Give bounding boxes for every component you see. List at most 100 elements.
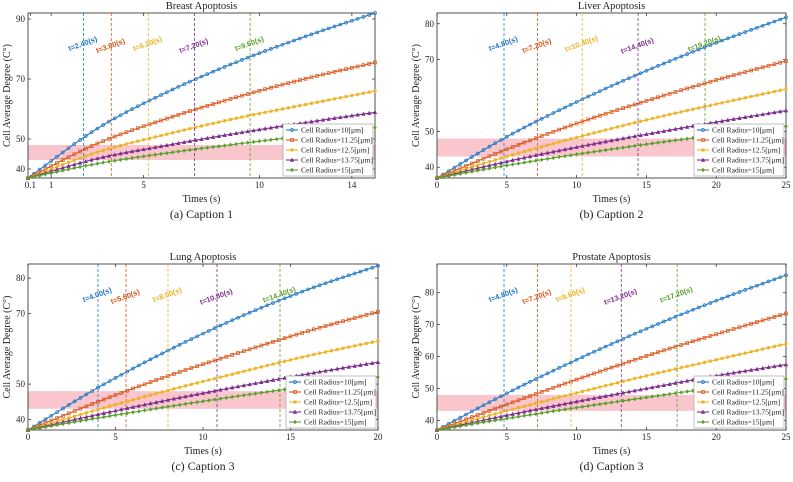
data-point: [772, 19, 777, 24]
data-point: [303, 34, 308, 39]
data-point: [766, 364, 771, 370]
data-point: [632, 133, 637, 139]
legend-entry-3: Cell Radius=12.5[μm]: [712, 146, 780, 155]
data-point: [141, 124, 146, 129]
data-point: [321, 72, 325, 77]
series-markers-5: [435, 376, 788, 433]
data-point: [510, 415, 515, 420]
data-point: [603, 344, 608, 349]
annotation-label-3: t=5.20(s): [132, 34, 164, 53]
data-point: [656, 140, 660, 146]
data-point: [216, 133, 222, 138]
data-point: [373, 60, 377, 65]
data-point: [136, 396, 141, 401]
data-point: [218, 356, 223, 361]
data-point: [725, 328, 730, 333]
data-point: [504, 147, 509, 152]
data-point: [61, 413, 65, 418]
data-point: [341, 346, 345, 351]
data-point: [265, 363, 270, 368]
data-point: [60, 168, 65, 173]
data-point: [332, 69, 337, 74]
panel-caption: (a) Caption 1: [170, 207, 233, 221]
data-point: [638, 395, 643, 401]
data-point: [107, 136, 111, 141]
data-point: [257, 127, 262, 132]
data-point: [257, 138, 262, 144]
data-point: [125, 410, 129, 416]
x-tick-label: 20: [374, 432, 384, 442]
data-point: [650, 141, 655, 146]
data-point: [481, 419, 486, 425]
data-point: [240, 58, 244, 62]
data-point: [224, 395, 229, 401]
data-point: [201, 379, 205, 384]
data-point: [591, 141, 597, 146]
data-point: [545, 143, 550, 148]
x-axis-label: Times (s): [184, 446, 222, 457]
data-point: [679, 54, 684, 59]
data-point: [656, 393, 660, 399]
data-point: [240, 93, 244, 98]
data-point: [696, 337, 701, 342]
data-point: [749, 28, 753, 32]
data-point: [632, 388, 637, 393]
data-point: [84, 417, 89, 423]
data-point: [627, 359, 631, 364]
data-point: [737, 290, 742, 294]
data-point: [154, 406, 159, 411]
data-point: [309, 119, 314, 124]
data-point: [118, 113, 123, 118]
plot-frame: [27, 12, 376, 179]
data-point: [737, 32, 742, 36]
data-point: [574, 144, 579, 149]
data-point: [731, 73, 736, 78]
data-point: [338, 95, 343, 100]
data-point: [586, 132, 591, 137]
data-point: [568, 392, 573, 397]
data-point: [338, 68, 343, 73]
data-point: [667, 346, 672, 351]
data-point: [737, 352, 742, 357]
y-tick-label: 70: [16, 308, 26, 318]
data-point: [282, 336, 287, 341]
data-point: [288, 294, 293, 298]
data-point: [481, 403, 486, 408]
data-point: [522, 160, 527, 165]
legend-marker-2: [701, 138, 705, 142]
data-point: [580, 404, 585, 410]
data-point: [568, 145, 573, 151]
data-point: [731, 116, 736, 121]
data-point: [119, 372, 124, 377]
data-point: [107, 409, 112, 414]
data-point: [343, 114, 349, 119]
legend-entry-1: Cell Radius=10[μm]: [304, 378, 367, 387]
data-point: [586, 373, 591, 378]
data-point: [107, 146, 111, 151]
data-point: [358, 342, 363, 347]
data-point: [632, 357, 637, 362]
x-axis-label: Times (s): [183, 194, 221, 205]
data-point: [282, 296, 287, 301]
data-point: [364, 361, 369, 366]
data-point: [176, 149, 181, 154]
chart-title: Liver Apoptosis: [578, 1, 645, 12]
data-point: [760, 318, 765, 323]
data-point: [251, 90, 256, 95]
data-point: [644, 354, 649, 358]
data-point: [257, 88, 262, 93]
data-point: [349, 93, 354, 98]
data-point: [315, 30, 320, 35]
data-point: [743, 351, 748, 356]
data-point: [720, 296, 724, 301]
data-point: [685, 389, 689, 394]
data-point: [784, 15, 788, 20]
data-point: [545, 398, 550, 403]
data-point: [644, 68, 649, 73]
data-point: [545, 114, 550, 118]
data-point: [230, 372, 235, 377]
data-point: [55, 169, 59, 175]
data-point: [673, 90, 678, 94]
data-point: [499, 164, 503, 169]
data-point: [568, 123, 573, 128]
